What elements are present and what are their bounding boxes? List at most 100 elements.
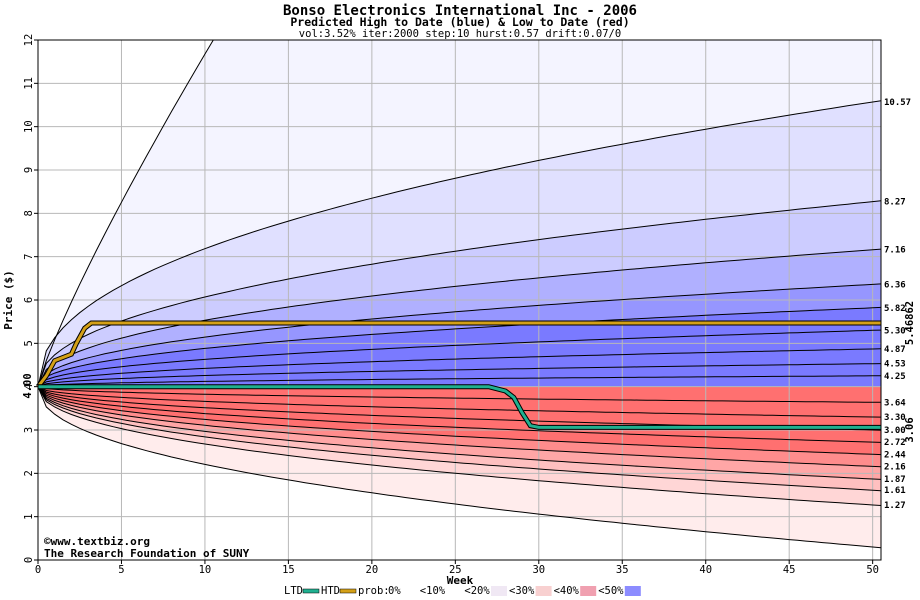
- end-value-label: 2.44: [884, 450, 906, 460]
- y-tick-label: 1: [23, 514, 35, 520]
- x-tick-label: 45: [783, 564, 796, 576]
- end-value-label: 3.30: [884, 413, 906, 423]
- high-band-6: [38, 330, 881, 387]
- percentile-line-8: [37, 363, 882, 388]
- y-tick-label: 4: [23, 384, 35, 390]
- percentile-line-1: [37, 100, 882, 387]
- y-tick-label: 3: [23, 427, 35, 433]
- end-value-label: 3.64: [884, 398, 906, 408]
- percentile-line-19: [37, 386, 882, 549]
- low-band-8: [38, 386, 881, 506]
- end-value-label: 8.27: [884, 198, 906, 208]
- chart-title: Bonso Electronics International Inc - 20…: [283, 3, 637, 19]
- percentile-line-13: [37, 386, 882, 443]
- legend-prob-label: prob:: [358, 585, 390, 597]
- y-tick-label: 12: [23, 34, 35, 47]
- end-value-label: 4.25: [884, 372, 906, 382]
- chart-params: vol:3.52% iter:2000 step:10 hurst:0.57 d…: [299, 28, 621, 40]
- y-tick-label: 7: [23, 254, 35, 260]
- legend: LTD HTD prob:0% <10% <20% <30% <40% <50%: [284, 585, 641, 597]
- end-value-label: 1.87: [884, 475, 906, 485]
- high-band-2: [38, 200, 881, 387]
- y-axis-label: Price ($): [2, 270, 15, 330]
- x-tick-label: 50: [866, 564, 879, 576]
- end-value-label: 10.57: [884, 98, 911, 108]
- end-value-label: 5.30: [884, 326, 906, 336]
- htd-end-label: 5.46862: [904, 301, 916, 345]
- percentile-line-11: [37, 386, 882, 418]
- x-tick-label: 5: [118, 564, 124, 576]
- x-tick-label: 30: [532, 564, 545, 576]
- percentile-line-15: [37, 386, 882, 468]
- percentile-line-4: [37, 283, 882, 387]
- end-value-label: 6.36: [884, 280, 906, 290]
- legend-ltd-swatch: [302, 588, 320, 594]
- htd-line: [36, 321, 881, 388]
- watermark-org: The Research Foundation of SUNY: [44, 547, 250, 560]
- low-band-2: [38, 386, 881, 431]
- legend-htd-swatch: [339, 588, 357, 594]
- y-tick-label: 10: [23, 120, 35, 133]
- low-band-4: [38, 386, 881, 455]
- y-tick-label: 6: [23, 297, 35, 303]
- x-tick-label: 10: [199, 564, 212, 576]
- end-value-label: 3.00: [884, 426, 906, 436]
- percentile-line-10: [37, 386, 881, 403]
- legend-level-label: <30%: [509, 585, 535, 597]
- percentile-line-18: [37, 386, 882, 506]
- ltd-end-label: 3.06: [904, 417, 916, 442]
- low-band-0: [38, 386, 881, 403]
- low-band-6: [38, 386, 881, 480]
- high-band-3: [38, 249, 881, 387]
- y-tick-label: 8: [23, 210, 35, 216]
- legend-level-swatch: [491, 586, 507, 596]
- end-value-label: 2.72: [884, 438, 906, 448]
- percentile-line-5: [37, 306, 882, 388]
- high-band-7: [38, 348, 881, 387]
- legend-level-label: 0%: [388, 585, 401, 597]
- y-tick-label: 9: [23, 167, 35, 173]
- y-tick-label: 5: [23, 340, 35, 346]
- x-tick-label: 0: [35, 564, 41, 576]
- high-band-5: [38, 307, 881, 387]
- legend-htd-label: HTD: [321, 585, 340, 597]
- end-value-label: 4.87: [884, 345, 906, 355]
- legend-level-swatch: [580, 586, 597, 596]
- y-tick-label: 2: [23, 470, 35, 476]
- percentile-line-2: [37, 200, 882, 387]
- percentile-line-14: [37, 386, 882, 456]
- low-band-1: [38, 386, 881, 418]
- legend-level-swatch: [401, 586, 418, 596]
- x-tick-label: 35: [616, 564, 629, 576]
- low-band-7: [38, 386, 881, 491]
- high-band-4: [38, 283, 881, 387]
- end-value-label: 5.82: [884, 304, 906, 314]
- percentile-line-6: [37, 329, 882, 388]
- low-band-9: [38, 386, 881, 548]
- y-tick-label: 11: [23, 77, 35, 90]
- legend-level-label: <10%: [420, 585, 446, 597]
- x-tick-label: 20: [366, 564, 379, 576]
- legend-level-label: <40%: [554, 585, 580, 597]
- percentile-line-9: [37, 375, 881, 388]
- end-labels: 10.57 8.27 7.16 6.36 5.82 5.30 4.87 4.53 4.25 3.6…: [884, 98, 911, 511]
- x-tick-label: 40: [699, 564, 712, 576]
- x-tick-label: 15: [282, 564, 295, 576]
- high-band-9: [38, 375, 881, 387]
- percentile-line-16: [37, 386, 882, 480]
- legend-ltd-label: LTD: [284, 585, 303, 597]
- percentile-line-7: [37, 348, 882, 388]
- y-tick-label: 0: [23, 557, 35, 563]
- percentile-line-17: [37, 386, 882, 492]
- htd-ltd-series: [36, 320, 881, 430]
- high-band-1: [38, 100, 881, 387]
- legend-level-swatch: [624, 586, 641, 596]
- legend-level-swatch: [535, 586, 552, 596]
- x-tick-label: 25: [449, 564, 462, 576]
- legend-level-label: <20%: [464, 585, 490, 597]
- end-value-label: 1.27: [884, 501, 906, 511]
- legend-level-label: <50%: [598, 585, 624, 597]
- end-value-label: 2.16: [884, 462, 906, 472]
